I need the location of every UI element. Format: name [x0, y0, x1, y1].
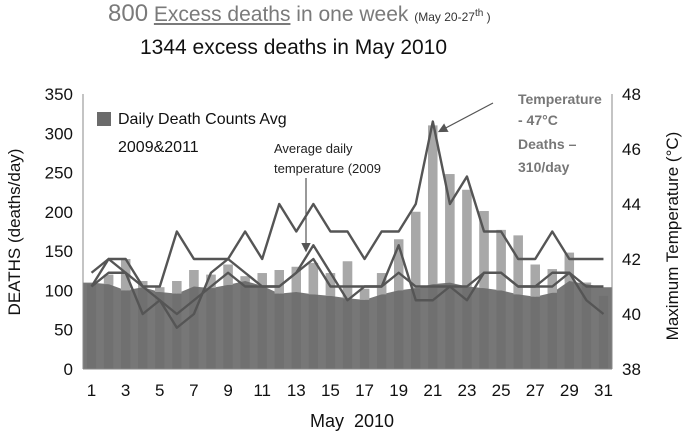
legend-swatch: [97, 112, 111, 126]
y-tick-0: 0: [64, 360, 73, 379]
chart-headline: 800 Excess deaths in one week (May 20-27…: [108, 0, 491, 28]
bar-top-day-29: [564, 252, 575, 281]
y-tick-300: 300: [45, 124, 73, 143]
chart-subtitle: 1344 excess deaths in May 2010: [140, 36, 448, 59]
bar-top-day-24: [479, 211, 489, 289]
annotation-avg-temp-line2: temperature (2009: [274, 161, 381, 176]
bar-top-day-6: [172, 281, 182, 294]
y-tick-50: 50: [54, 321, 73, 340]
lines-layer: [90, 120, 605, 329]
bar-top-day-19: [394, 239, 404, 291]
bar-top-day-22: [445, 174, 455, 283]
bar-top-day-13: [291, 266, 301, 292]
legend-label-line2: 2009&2011: [118, 139, 199, 156]
x-tick-27: 27: [526, 381, 545, 400]
x-tick-29: 29: [560, 381, 579, 400]
headline-note-end: ): [483, 10, 491, 24]
bar-top-day-10: [240, 276, 250, 281]
x-tick-7: 7: [189, 381, 198, 400]
headline-rest: in one week: [290, 3, 409, 26]
headline-note-sup: th: [474, 8, 484, 19]
y-tick-150: 150: [45, 242, 73, 261]
bar-top-day-16: [342, 261, 353, 299]
bar-top-day-14: [308, 262, 319, 295]
annotation-peak-line1: Temperature: [518, 91, 602, 107]
x-tick-9: 9: [223, 381, 232, 400]
x-tick-25: 25: [492, 381, 511, 400]
x-tick-11: 11: [253, 381, 271, 400]
x-tick-13: 13: [287, 381, 306, 400]
line-series-0: [90, 120, 604, 288]
y2-tick-48: 48: [622, 85, 641, 104]
bar-top-day-23: [462, 189, 472, 287]
y2-tick-44: 44: [622, 195, 641, 214]
bar-top-day-4: [138, 281, 148, 288]
bar-top-day-21: [428, 125, 438, 285]
annotation-peak-line3: Deaths –: [518, 136, 577, 152]
x-axis-label: May 2010: [310, 411, 394, 431]
headline-note-text: (May 20-27: [414, 10, 475, 24]
bar-top-day-9: [223, 264, 233, 285]
annotation-peak-line4: 310/day: [518, 159, 570, 175]
bar-top-day-20: [411, 211, 421, 289]
y-tick-250: 250: [45, 164, 73, 183]
x-tick-5: 5: [155, 381, 164, 400]
x-tick-21: 21: [423, 381, 442, 400]
bar-top-day-30: [581, 282, 592, 285]
area-avg-death-counts: [83, 281, 612, 369]
bar-top-day-8: [206, 274, 216, 289]
x-tick-31: 31: [594, 381, 613, 400]
axes-layer: [82, 94, 613, 370]
y2-tick-40: 40: [622, 305, 641, 324]
x-tick-19: 19: [389, 381, 408, 400]
bar-top-day-7: [189, 270, 199, 287]
bar-top-day-12: [274, 270, 284, 294]
x-tick-23: 23: [457, 381, 476, 400]
bar-top-day-25: [496, 229, 506, 291]
bar-top-day-17: [359, 288, 370, 300]
annotation-peak-arrow: [437, 102, 494, 133]
bar-top-day-2: [103, 274, 114, 285]
headline-note: (May 20-27th ): [414, 8, 491, 24]
x-tick-1: 1: [87, 381, 96, 400]
annotation-avg-temp-line1: Average daily: [274, 141, 353, 156]
y-tick-200: 200: [45, 203, 73, 222]
bar-top-day-27: [530, 264, 540, 297]
x-tick-17: 17: [355, 381, 374, 400]
y2-tick-46: 46: [622, 140, 641, 159]
x-tick-15: 15: [321, 381, 340, 400]
bar-top-day-28: [547, 269, 557, 293]
annotation-peak-line2: - 47°C: [518, 112, 558, 128]
line-series-2: [90, 257, 604, 316]
y-tick-100: 100: [45, 281, 73, 300]
bar-top-day-11: [257, 273, 267, 286]
x-tick-3: 3: [121, 381, 130, 400]
headline-number: 800: [108, 0, 149, 27]
y2-tick-42: 42: [622, 250, 641, 269]
bar-top-day-26: [513, 235, 523, 295]
y-axis-label: DEATHS (deaths/day): [5, 149, 24, 316]
legend-label-line1: Daily Death Counts Avg: [118, 111, 287, 128]
headline-underlined: Excess deaths: [153, 3, 291, 26]
y2-tick-38: 38: [622, 360, 641, 379]
y-tick-350: 350: [45, 85, 73, 104]
y2-axis-label: Maximum Temperature (°C): [663, 132, 682, 341]
bar-top-day-5: [155, 287, 165, 292]
